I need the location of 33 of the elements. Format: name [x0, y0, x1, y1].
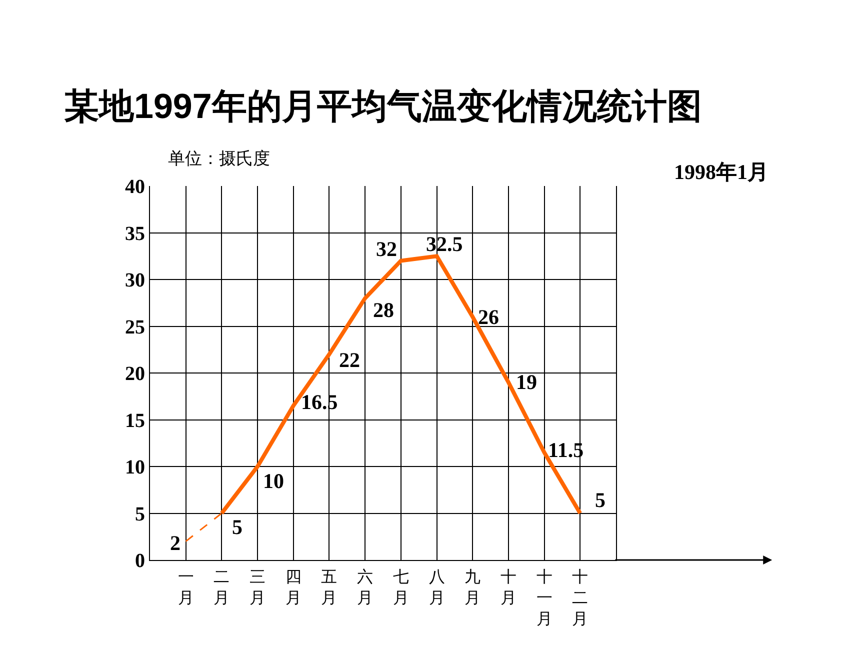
data-label: 28	[373, 298, 394, 322]
x-tick-label: 七月	[392, 567, 409, 607]
x-tick-label: 四月	[285, 567, 302, 607]
x-tick-label: 九月	[464, 567, 481, 607]
y-tick-label: 10	[125, 456, 145, 478]
data-label: 22	[339, 348, 360, 372]
data-label: 19	[516, 370, 537, 394]
x-tick-label: 十一月	[536, 567, 552, 628]
x-tick-label: 八月	[428, 567, 445, 607]
y-tick-label: 5	[135, 503, 145, 526]
y-tick-label: 25	[125, 316, 145, 338]
data-label: 5	[595, 488, 606, 512]
chart-title: 某地1997年的月平均气温变化情况统计图	[64, 87, 702, 126]
data-label: 10	[263, 469, 284, 493]
y-tick-label: 20	[125, 363, 145, 385]
x-tick-label: 六月	[357, 567, 374, 607]
x-tick-label: 二月	[214, 567, 230, 607]
x-tick-label: 三月	[250, 567, 266, 607]
data-label: 2	[170, 531, 180, 555]
y-tick-label: 0	[135, 550, 145, 572]
data-label: 26	[478, 305, 499, 329]
data-label: 5	[232, 515, 242, 539]
y-tick-label: 15	[125, 410, 145, 432]
y-tick-label: 35	[125, 222, 145, 245]
data-label: 32	[376, 237, 397, 261]
text: 1998年1月	[674, 160, 768, 184]
y-tick-label: 40	[125, 176, 145, 198]
y-tick-label: 30	[125, 270, 145, 292]
x-tick-label: 五月	[321, 567, 338, 607]
y-axis-title: 单位：摄氏度	[168, 149, 270, 169]
x-tick-label: 十月	[500, 567, 516, 607]
x-tick-label: 十二月	[572, 567, 588, 628]
x-tick-label: 一月	[178, 567, 194, 607]
